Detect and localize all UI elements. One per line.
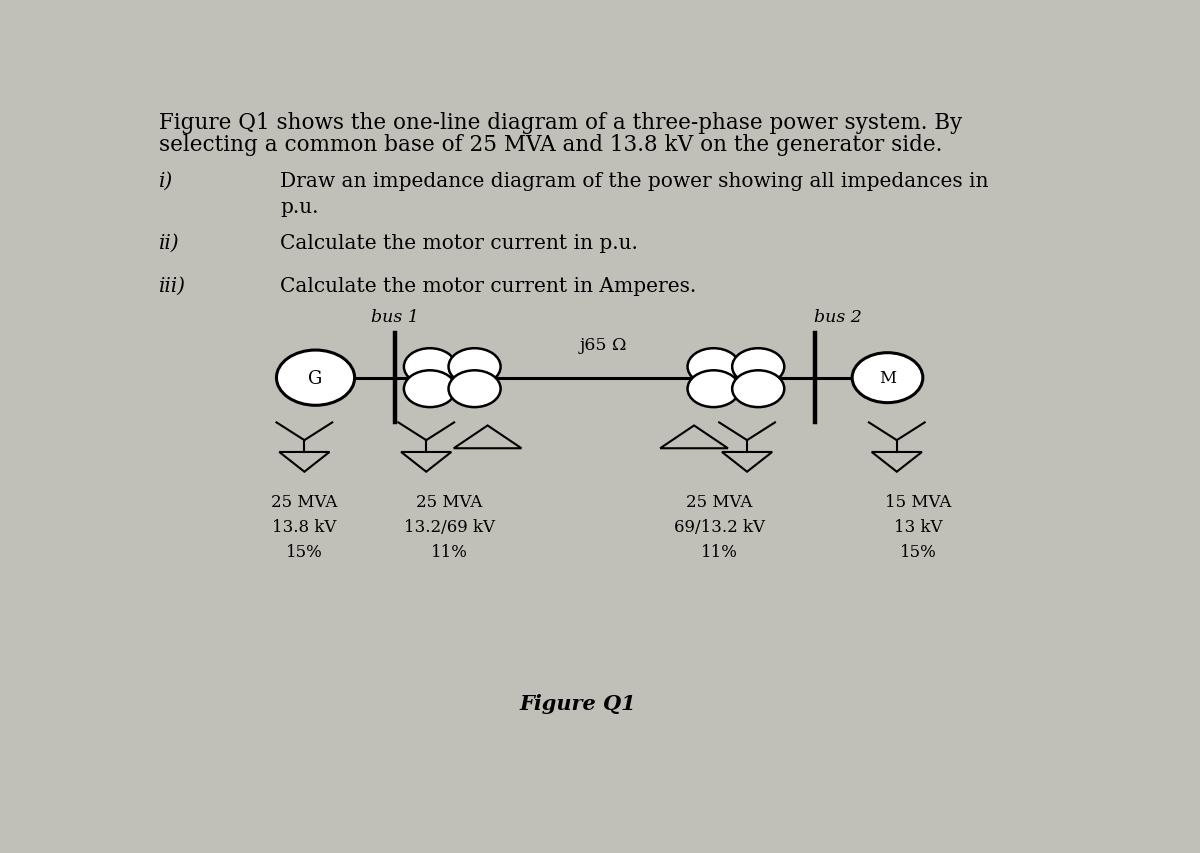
- Circle shape: [688, 349, 739, 386]
- Text: selecting a common base of 25 MVA and 13.8 kV on the generator side.: selecting a common base of 25 MVA and 13…: [160, 134, 943, 156]
- Text: Figure Q1 shows the one-line diagram of a three-phase power system. By: Figure Q1 shows the one-line diagram of …: [160, 113, 962, 134]
- Text: 11%: 11%: [431, 543, 468, 560]
- Circle shape: [449, 371, 500, 408]
- Circle shape: [404, 349, 456, 386]
- Text: i): i): [160, 171, 174, 190]
- Circle shape: [732, 349, 785, 386]
- Text: 69/13.2 kV: 69/13.2 kV: [673, 518, 764, 535]
- Text: 15%: 15%: [286, 543, 323, 560]
- Text: bus 2: bus 2: [815, 309, 862, 326]
- Text: Figure Q1: Figure Q1: [520, 693, 636, 713]
- Text: 11%: 11%: [701, 543, 738, 560]
- Text: G: G: [308, 369, 323, 387]
- Text: 13.2/69 kV: 13.2/69 kV: [404, 518, 494, 535]
- Text: 25 MVA: 25 MVA: [271, 493, 337, 510]
- Text: 13.8 kV: 13.8 kV: [272, 518, 336, 535]
- Text: 15%: 15%: [900, 543, 936, 560]
- Text: Draw an impedance diagram of the power showing all impedances in: Draw an impedance diagram of the power s…: [281, 171, 989, 190]
- Circle shape: [404, 371, 456, 408]
- Text: 25 MVA: 25 MVA: [686, 493, 752, 510]
- Circle shape: [852, 353, 923, 403]
- Text: p.u.: p.u.: [281, 198, 319, 217]
- Text: iii): iii): [160, 276, 186, 295]
- Circle shape: [449, 349, 500, 386]
- Text: j65 Ω: j65 Ω: [580, 336, 628, 353]
- Text: M: M: [878, 369, 896, 386]
- Circle shape: [732, 371, 785, 408]
- Text: 25 MVA: 25 MVA: [416, 493, 482, 510]
- Text: bus 1: bus 1: [371, 309, 419, 326]
- Circle shape: [276, 351, 355, 406]
- Text: 15 MVA: 15 MVA: [884, 493, 952, 510]
- Text: ii): ii): [160, 234, 180, 252]
- Text: 13 kV: 13 kV: [894, 518, 942, 535]
- Circle shape: [688, 371, 739, 408]
- Text: Calculate the motor current in Amperes.: Calculate the motor current in Amperes.: [281, 276, 696, 295]
- Text: Calculate the motor current in p.u.: Calculate the motor current in p.u.: [281, 234, 638, 252]
